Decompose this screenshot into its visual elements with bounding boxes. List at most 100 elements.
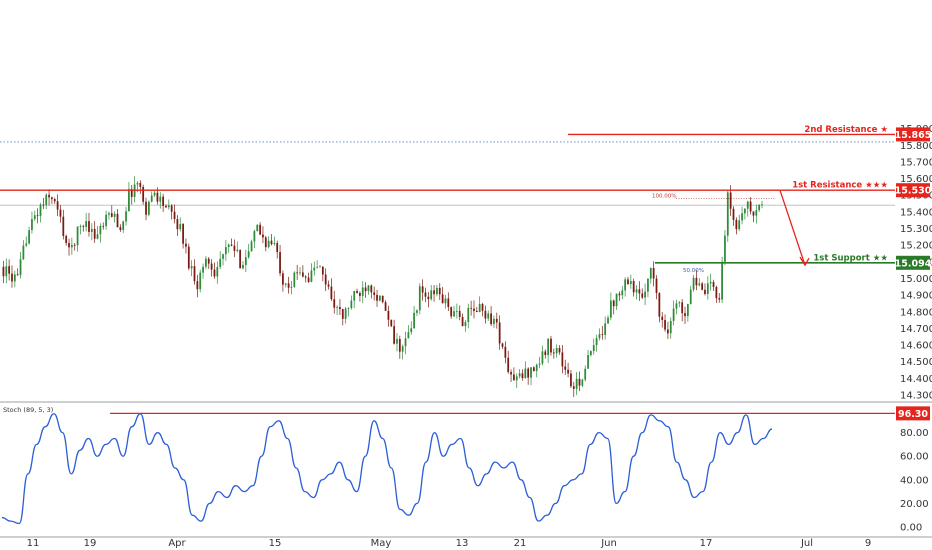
candle-body [88,221,90,232]
candle-body [421,286,424,293]
candle-body [290,286,293,288]
candle-body [455,310,458,312]
level-label: 2nd Resistance ★ [804,125,888,135]
candle-body [515,376,518,381]
candle-body [359,292,361,296]
candle-body [621,290,624,296]
candle-body [738,220,741,230]
level-badge-value: 15.865 [895,130,932,141]
candle-body [82,226,85,228]
candle-body [530,367,532,378]
candle-body [65,235,68,243]
candle-body [487,313,490,319]
candle-body [159,196,162,202]
candle-body [190,266,193,269]
candle-body [227,244,230,248]
candle-body [672,308,675,321]
candle-body [729,192,732,209]
candle-body [521,373,524,379]
candle-body [376,294,378,301]
candle-body [490,313,492,325]
fib-label: 50.00% [683,268,704,274]
candle-body [424,292,427,297]
candle-body [507,357,510,372]
candle-body [68,242,70,248]
candle-body [384,302,387,311]
price-tick-label: 14.600 [900,341,932,352]
candle-body [16,274,19,276]
candle-body [478,304,481,313]
candle-body [564,366,567,370]
stoch-tick-label: 20.00 [900,499,929,510]
candle-body [282,273,284,285]
candle-body [36,215,39,217]
candle-body [90,228,93,232]
candle-body [504,346,507,358]
candle-body [381,295,384,303]
candle-body [361,287,364,296]
candle-body [233,245,236,251]
level-badge-value: 15.530 [895,186,932,197]
candle-body [339,307,341,310]
candle-body [718,298,721,300]
candle-body [13,274,16,282]
candle-body [595,338,598,346]
time-tick-label: 9 [865,538,871,549]
candle-body [726,192,729,236]
candle-body [746,201,749,209]
candle-body [122,221,125,231]
candle-body [262,234,264,238]
time-tick-label: 11 [27,538,40,549]
candle-body [130,189,133,197]
time-tick-label: May [371,538,392,549]
price-tick-label: 15.800 [900,141,932,152]
candle-body [367,285,370,292]
candle-body [216,267,219,277]
candle-body [567,369,569,374]
candle-body [125,211,127,222]
candle-body [481,304,484,311]
candle-body [327,284,330,287]
candle-body [544,351,547,356]
candle-body [145,201,147,215]
candle-body [410,328,413,333]
candle-body [706,283,709,294]
candle-body [681,302,684,314]
candle-body [592,345,595,352]
candle-body [196,281,199,290]
candle-body [661,316,664,320]
stoch-tick-label: 40.00 [900,475,929,486]
candle-body [641,293,644,298]
candle-body [102,225,105,227]
candle-body [113,213,116,217]
candle-body [470,307,473,309]
candle-body [404,338,407,347]
candle-body [678,302,681,304]
candle-body [441,294,444,304]
candle-body [207,258,210,264]
candle-body [735,219,738,230]
candle-body [319,266,321,268]
candle-body [162,196,165,206]
candle-body [453,311,455,317]
price-pane: 15.90015.80015.70015.60015.50015.40015.3… [0,124,932,402]
candle-body [128,189,130,212]
candle-body [150,195,153,202]
candle-body [96,234,99,239]
stoch-level-badge [896,406,930,421]
candle-body [279,252,281,274]
candle-body [638,289,641,294]
candle-body [627,279,629,285]
candle-body [658,293,661,317]
candle-body [535,364,538,371]
time-axis: 11 19 Apr 15 May 13 21 Jun 17 Jul 9 [0,536,932,549]
candle-body [267,240,270,248]
level-label: 1st Resistance ★★★ [792,181,888,191]
candle-body [436,287,438,295]
candle-body [239,249,242,269]
candle-body [484,310,487,319]
candle-body [53,199,56,202]
stoch-tick-label: 0.00 [900,523,922,534]
level-badge-value: 15.094 [895,258,932,269]
candle-body [59,209,62,217]
